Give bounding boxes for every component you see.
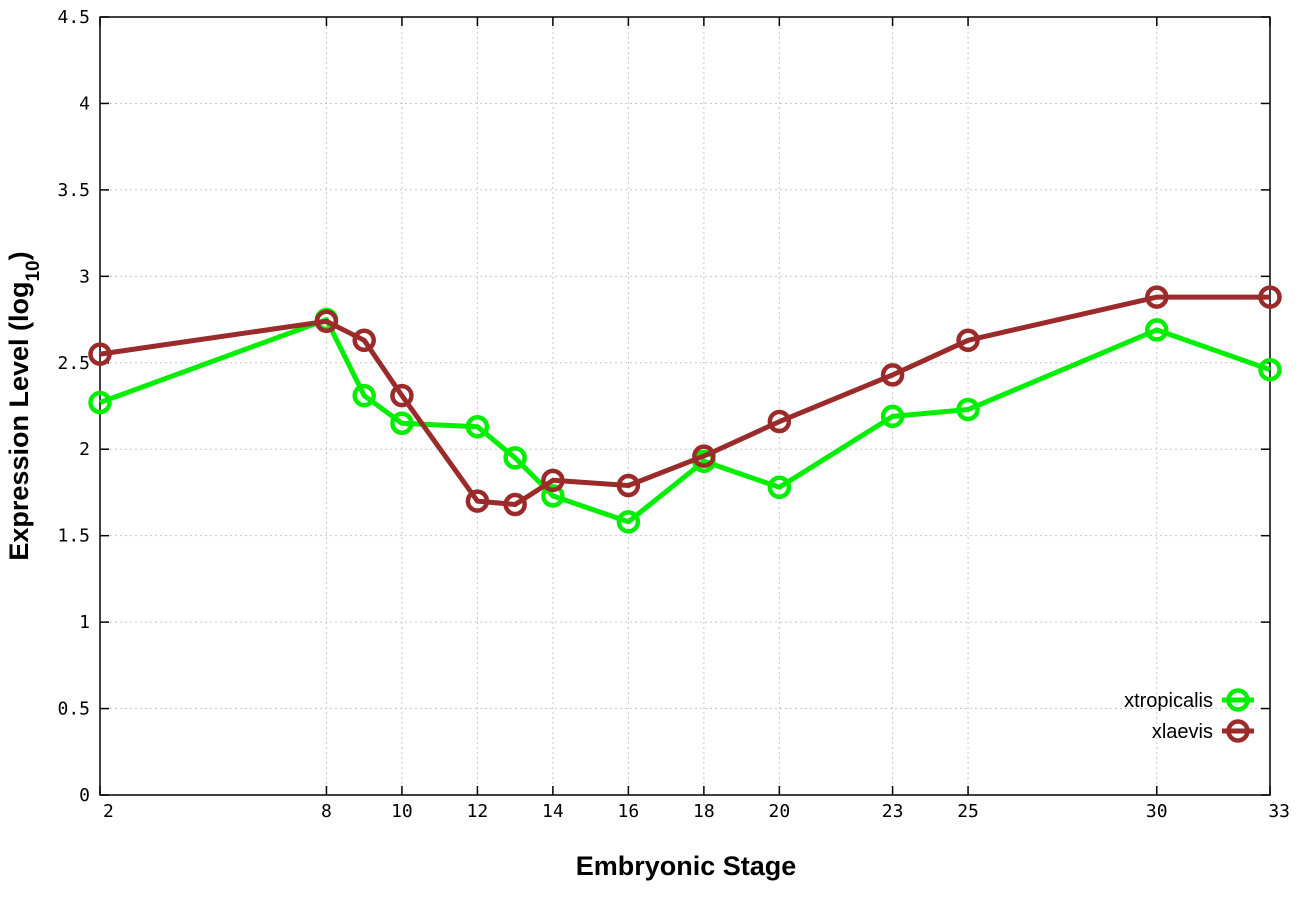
grid-lines <box>99 16 1271 796</box>
legend-swatch-marker-xlaevis <box>1226 719 1250 743</box>
xlaevis-point <box>767 409 792 434</box>
x-tick-label: 10 <box>391 801 413 822</box>
legend: xtropicalis xlaevis <box>1124 688 1254 743</box>
x-tick-label: 8 <box>321 801 332 822</box>
axis-ticks: 0 0.5 1 1.5 2 2.5 3 3.5 4 4.5 2 8 10 12 14 16 18 20 23 25 30… <box>57 7 1290 822</box>
x-tick-label: 16 <box>618 801 640 822</box>
xlaevis-point <box>880 363 905 387</box>
xtropicalis-point <box>503 446 527 470</box>
series-layer <box>88 285 1282 534</box>
y-axis-title-subscript: 10 <box>23 260 44 281</box>
xlaevis-point <box>1145 285 1169 309</box>
legend-swatch-marker-xtropicalis <box>1226 688 1250 712</box>
plot-frame <box>99 16 1271 796</box>
xlaevis-point <box>465 489 490 513</box>
xlaevis-point <box>541 468 565 493</box>
xtropicalis-point <box>956 397 980 422</box>
xlaevis-point <box>352 328 376 353</box>
x-tick-label: 33 <box>1268 801 1290 822</box>
y-tick-label: 0 <box>79 785 90 806</box>
x-axis-title: Embryonic Stage <box>576 851 797 881</box>
xtropicalis-point <box>767 475 792 500</box>
xtropicalis-point <box>541 484 565 508</box>
y-tick-label: 2 <box>79 439 90 460</box>
xtropicalis-point <box>465 414 490 439</box>
xlaevis-point <box>503 492 527 517</box>
xlaevis-point <box>956 328 980 353</box>
legend-label-xtropicalis: xtropicalis <box>1124 690 1213 712</box>
x-tick-label: 20 <box>769 801 791 822</box>
xtropicalis-point <box>352 383 376 408</box>
xtropicalis-line <box>99 317 1271 525</box>
y-tick-label: 4 <box>79 93 90 114</box>
xlaevis-point <box>692 444 716 468</box>
xtropicalis-point <box>1258 357 1282 382</box>
y-tick-label: 1.5 <box>57 526 90 547</box>
y-axis-title-main: Expression Level (log <box>4 282 34 561</box>
y-tick-label: 3 <box>79 266 90 287</box>
y-axis-title-close: ) <box>4 251 34 260</box>
x-tick-label: 23 <box>882 801 904 822</box>
xlaevis-point <box>88 342 112 366</box>
y-tick-label: 3.5 <box>57 180 90 201</box>
y-tick-label: 0.5 <box>57 699 90 720</box>
xlaevis-point <box>314 309 339 334</box>
xlaevis-point <box>616 473 641 498</box>
xtropicalis-point <box>390 411 414 436</box>
x-tick-label: 25 <box>957 801 979 822</box>
y-tick-label: 4.5 <box>57 7 90 28</box>
y-tick-label: 2.5 <box>57 353 90 374</box>
x-tick-label: 18 <box>693 801 715 822</box>
xlaevis-point <box>390 383 414 408</box>
x-tick-label: 30 <box>1146 801 1168 822</box>
y-axis-title: Expression Level (log10) <box>4 251 44 560</box>
x-tick-label: 2 <box>103 801 114 822</box>
xtropicalis-point <box>1145 318 1169 342</box>
xtropicalis-point <box>88 390 112 415</box>
xtropicalis-point <box>880 404 905 429</box>
x-tick-label: 12 <box>467 801 489 822</box>
xlaevis-point <box>1258 285 1282 309</box>
legend-label-xlaevis: xlaevis <box>1152 721 1213 743</box>
xtropicalis-point <box>616 510 641 534</box>
x-tick-label: 14 <box>542 801 564 822</box>
y-tick-label: 1 <box>79 612 90 633</box>
